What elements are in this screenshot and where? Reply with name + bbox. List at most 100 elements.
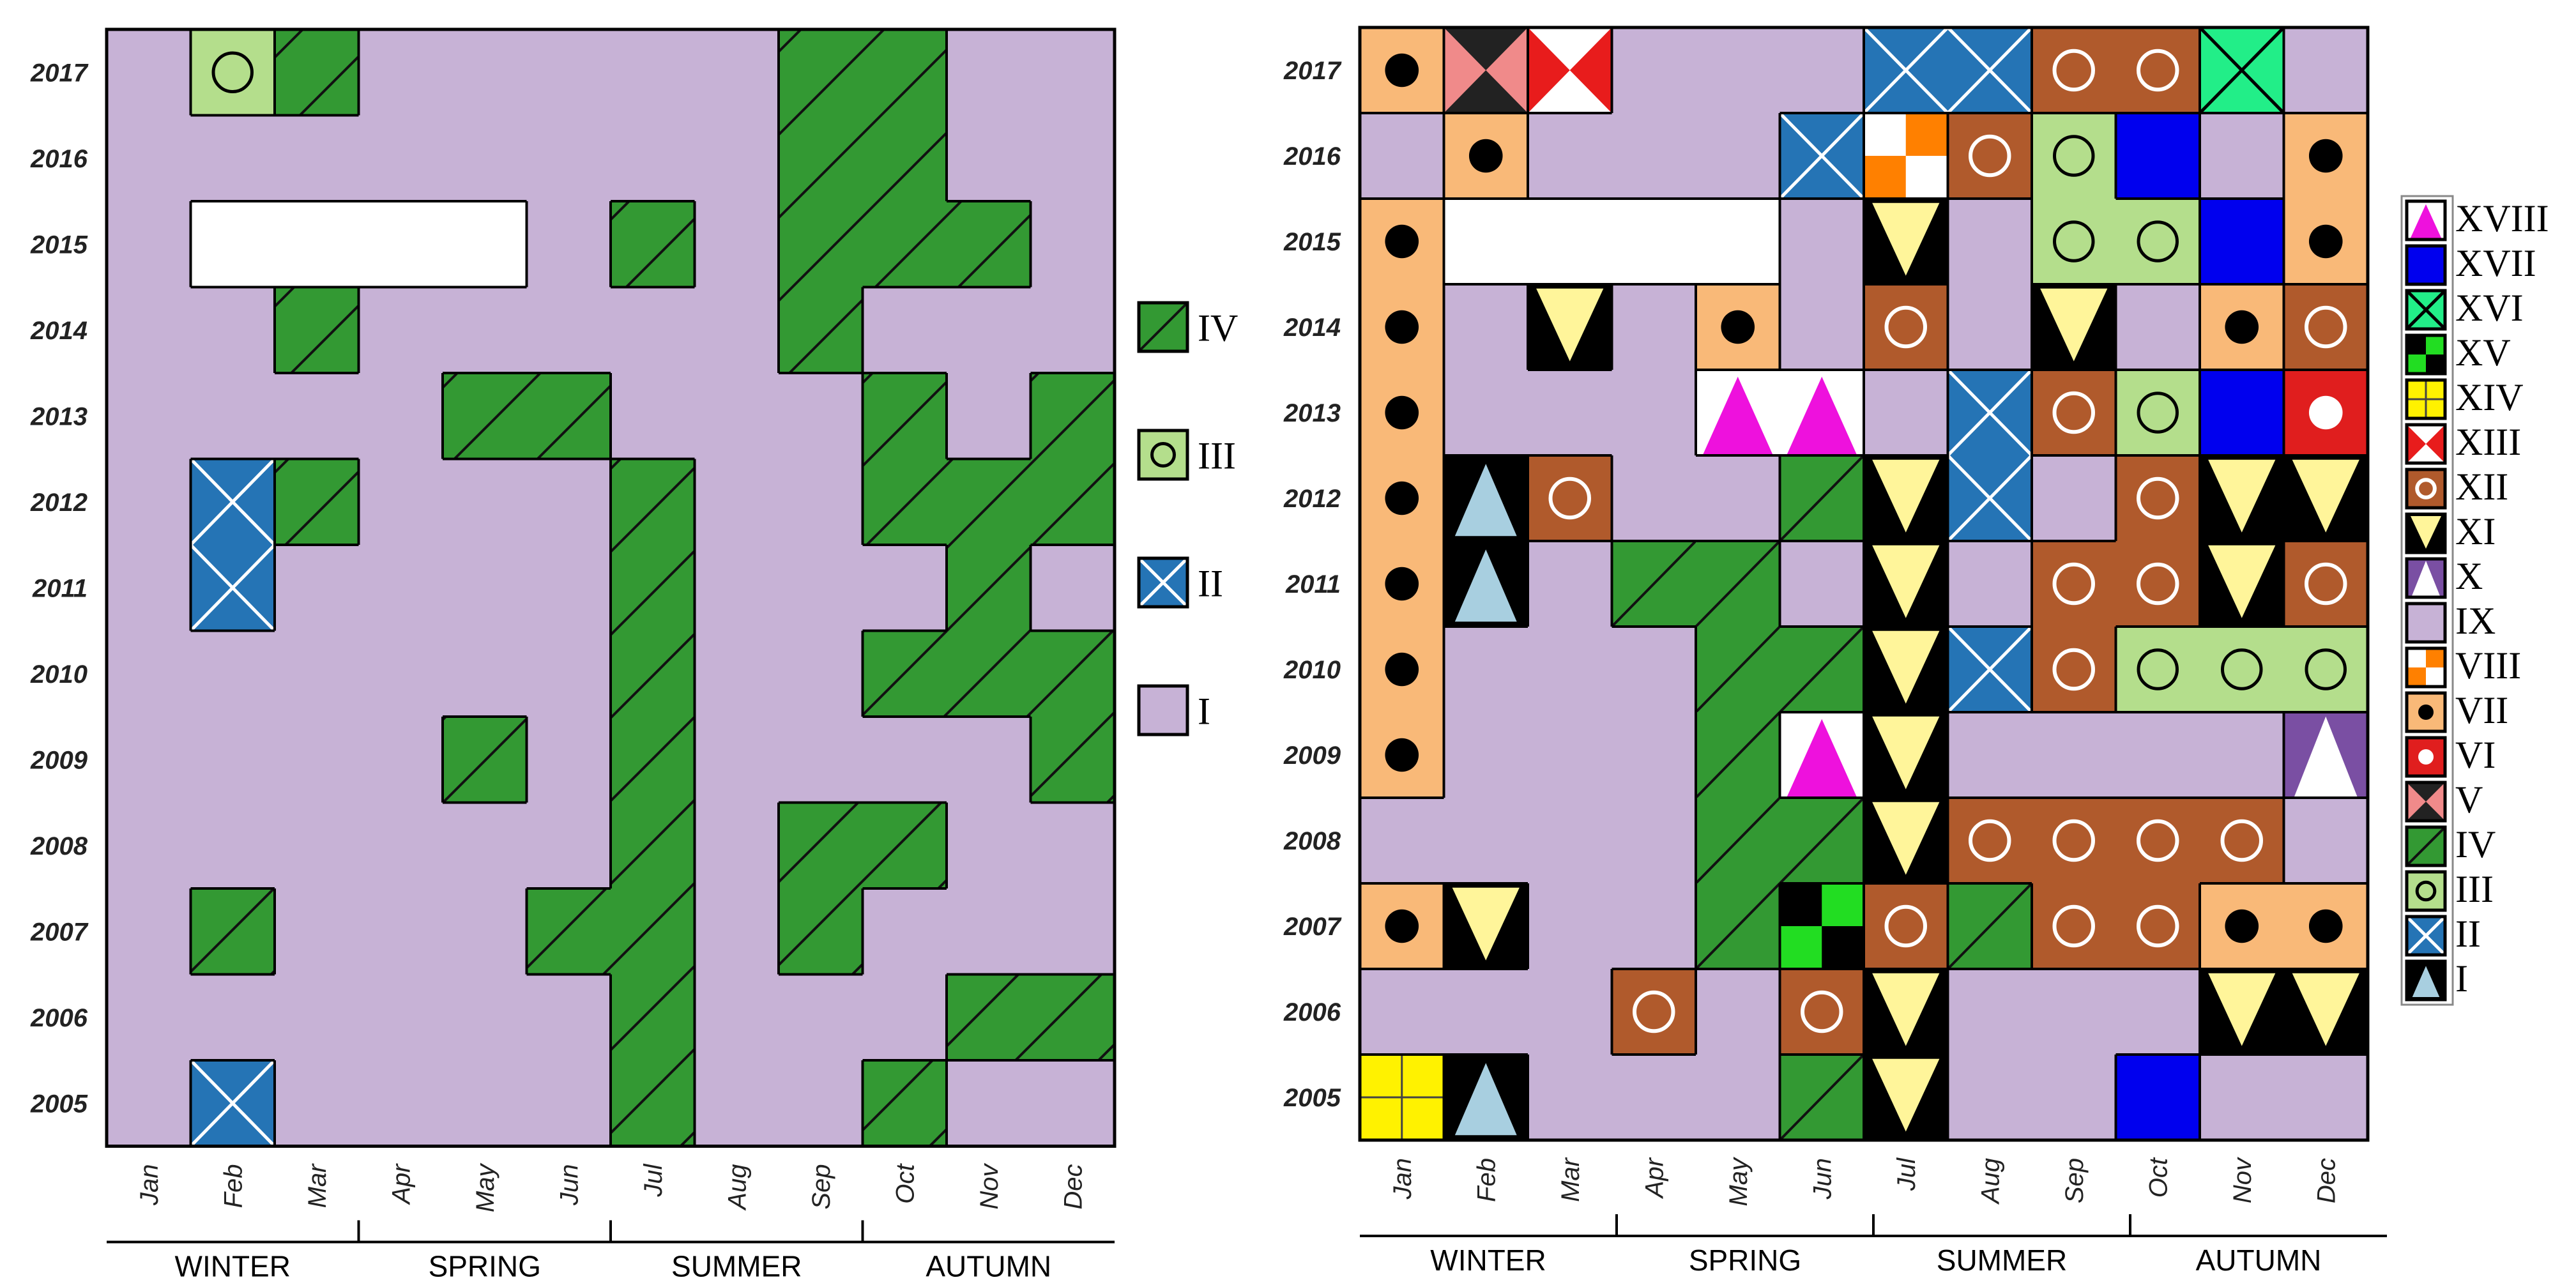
heatmap-cell-2006-Mar xyxy=(1528,969,1612,1055)
heatmap-cell-2011-Sep xyxy=(2032,541,2116,627)
heatmap-cell-2007-Jan xyxy=(107,888,191,975)
heatmap-cell-2006-Feb xyxy=(190,974,275,1060)
heatmap-cell-2011-Jul xyxy=(611,545,695,631)
month-label: Apr xyxy=(1640,1157,1668,1199)
heatmap-cell-2013-Aug xyxy=(694,373,779,459)
heatmap-cell-2008-May xyxy=(443,802,527,888)
year-label: 2017 xyxy=(1283,57,1342,85)
heatmap-cell-2010-Jul xyxy=(611,630,695,717)
heatmap-cell-2005-Dec xyxy=(1030,1060,1115,1147)
heatmap-cell-2005-Mar xyxy=(1528,1055,1612,1140)
heatmap-cell-2011-Apr xyxy=(1611,540,1697,628)
season-label: WINTER xyxy=(1430,1244,1546,1277)
legend-item: XI xyxy=(2405,510,2496,554)
heatmap-cell-2007-Feb xyxy=(1444,883,1528,969)
heatmap-cell-2014-Sep xyxy=(779,287,863,373)
heatmap-cell-2006-Nov xyxy=(947,974,1031,1060)
heatmap-cell-2015-Nov xyxy=(2200,199,2284,284)
year-label: 2011 xyxy=(1285,570,1341,598)
legend-label: IX xyxy=(2455,600,2496,642)
heatmap-cell-2009-Aug xyxy=(1947,712,2032,798)
heatmap-cell-2008-Feb xyxy=(1444,798,1528,883)
month-label: Aug xyxy=(1976,1158,2004,1205)
heatmap-cell-2006-Nov xyxy=(2200,969,2284,1055)
heatmap-cell-2009-Apr xyxy=(358,717,443,803)
legend-item: I xyxy=(2405,957,2468,1002)
heatmap-cell-2014-May xyxy=(1696,284,1780,370)
year-label: 2008 xyxy=(1283,827,1341,855)
heatmap-cell-2008-Nov xyxy=(947,802,1031,888)
heatmap-cell-2007-Nov xyxy=(947,888,1031,975)
right-chart: 2017 2016 2015 2014 2013 2012 2011 2010 2009 2008… xyxy=(1283,26,2549,1277)
heatmap-cell-2015-Mar xyxy=(275,201,359,287)
heatmap-cell-2014-Aug xyxy=(1947,284,2032,370)
year-label: 2013 xyxy=(30,402,88,430)
heatmap-cell-2012-May xyxy=(443,459,527,545)
heatmap-cell-2016-Feb xyxy=(190,115,275,201)
heatmap-cell-2006-Apr xyxy=(358,974,443,1060)
month-label: Nov xyxy=(975,1163,1003,1210)
legend-label: I xyxy=(2455,957,2468,1000)
season-label: WINTER xyxy=(175,1250,291,1280)
heatmap-cell-2011-Oct xyxy=(2115,541,2200,627)
heatmap-cell-2007-Oct xyxy=(2115,883,2200,969)
plot-frame xyxy=(105,27,1117,1148)
heatmap-cell-2012-Jul xyxy=(611,459,695,545)
heatmap-cell-2013-Oct xyxy=(2115,370,2200,455)
heatmap-cell-2012-Apr xyxy=(1612,455,1696,541)
heatmap-cell-2008-Dec xyxy=(1030,802,1115,888)
heatmap-cell-2017-Nov xyxy=(2199,26,2285,114)
heatmap-cell-2005-Dec xyxy=(2283,1055,2368,1140)
month-label: Feb xyxy=(1472,1158,1500,1202)
heatmap-cell-2014-Nov xyxy=(947,287,1031,373)
heatmap-cell-2012-Oct xyxy=(862,459,947,545)
month-label: Dec xyxy=(2312,1158,2340,1203)
heatmap-cell-2012-Dec xyxy=(1030,459,1115,545)
heatmap-cell-2009-May xyxy=(1695,711,1781,799)
heatmap-cell-2013-Jun xyxy=(526,373,611,459)
heatmap-cell-2014-Dec xyxy=(1030,287,1115,373)
heatmap-cell-2009-Jul xyxy=(1864,712,1948,798)
heatmap-cell-2009-Dec xyxy=(1030,717,1115,803)
heatmap-cell-2015-Dec xyxy=(1030,201,1115,287)
heatmap-cell-2016-May xyxy=(1696,113,1780,199)
heatmap-cell-2014-Aug xyxy=(694,287,779,373)
heatmap-cell-2015-Jul xyxy=(611,201,695,287)
heatmap-cell-2011-Mar xyxy=(1528,541,1612,627)
heatmap-cell-2006-Dec xyxy=(2283,969,2368,1055)
heatmap-cell-2014-Jan xyxy=(1360,284,1444,370)
heatmap-cell-2016-Oct xyxy=(862,115,947,201)
heatmap-cell-2017-May xyxy=(443,29,527,116)
heatmap-cell-2011-Jul xyxy=(1864,541,1948,627)
heatmap-cell-2012-Jul xyxy=(1864,455,1948,541)
heatmap-cell-2006-Feb xyxy=(1444,969,1528,1055)
heatmap-cell-2007-Mar xyxy=(275,888,359,975)
heatmap-cell-2017-Sep xyxy=(779,29,863,116)
heatmap-cell-2007-May xyxy=(1695,882,1781,970)
heatmap-cell-2008-Jul xyxy=(1864,798,1948,883)
heatmap-cell-2006-Mar xyxy=(275,974,359,1060)
heatmap-cell-2012-Apr xyxy=(358,459,443,545)
heatmap-cell-2009-Apr xyxy=(1612,712,1696,798)
legend-item: XIV xyxy=(2405,376,2524,420)
heatmap-cell-2013-May xyxy=(443,373,527,459)
heatmap-cell-2007-Nov xyxy=(2200,883,2284,969)
heatmap-cell-2012-Nov xyxy=(947,459,1031,545)
heatmap-cell-2012-Jan xyxy=(107,459,191,545)
heatmap-cell-2005-Nov xyxy=(2200,1055,2284,1140)
heatmap-cell-2014-Jul xyxy=(611,287,695,373)
heatmap-cell-2017-Jul xyxy=(1863,26,1949,114)
legend: XVIIIXVIIXVIXVXIVXIIIXIIXIXIXVIIIVIIVIVI… xyxy=(2400,195,2549,1006)
heatmap-cell-2009-Sep xyxy=(2032,712,2116,798)
heatmap-cell-2005-Apr xyxy=(358,1060,443,1147)
legend-label: XVIII xyxy=(2455,197,2549,240)
heatmap-cell-2013-Sep xyxy=(2032,370,2116,455)
heatmap-cell-2016-Dec xyxy=(1030,115,1115,201)
season-label: AUTUMN xyxy=(2196,1244,2322,1277)
heatmap-cell-2011-Jun xyxy=(526,545,611,631)
heatmap-cell-2017-Apr xyxy=(1612,27,1696,113)
heatmap-cell-2012-Dec xyxy=(2283,455,2368,541)
heatmap-cell-2005-Nov xyxy=(947,1060,1031,1147)
heatmap-cell-2005-Jun xyxy=(1779,1053,1865,1141)
